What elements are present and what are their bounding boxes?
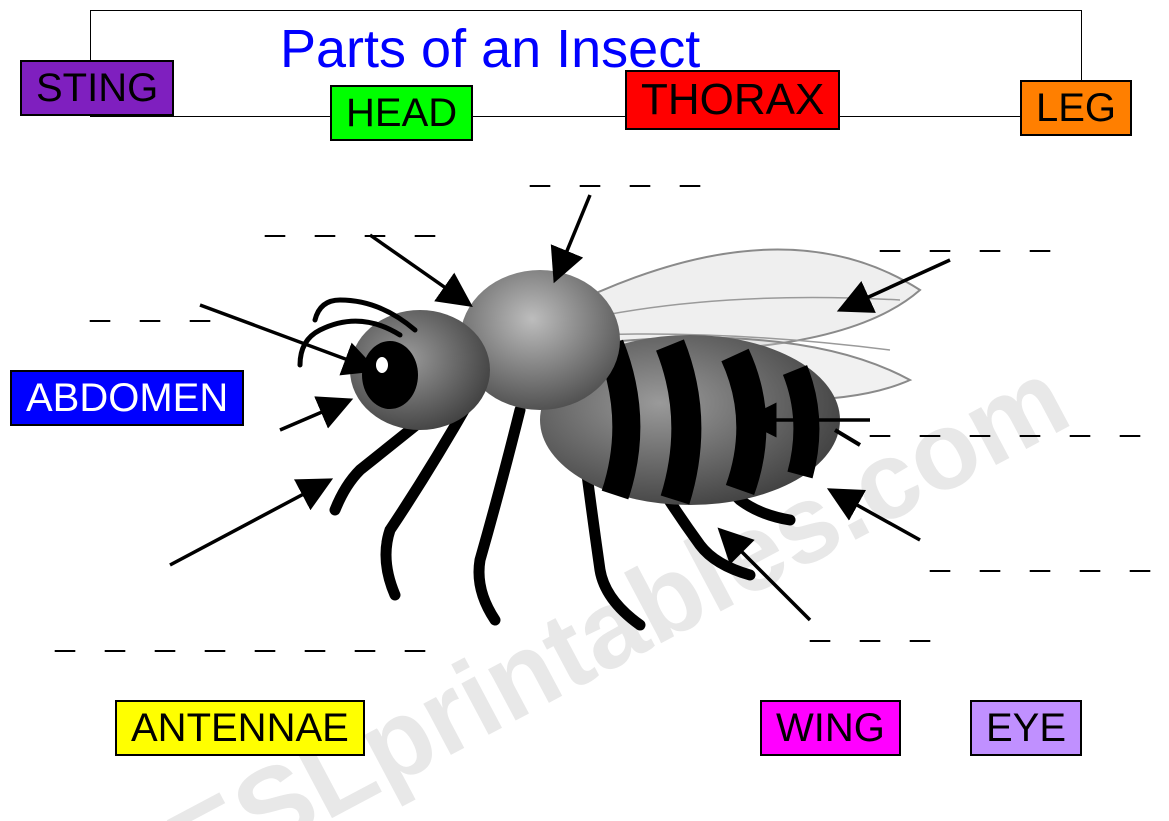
blank-wing[interactable]: _ _ _ _ bbox=[880, 210, 1060, 257]
thorax-shape bbox=[460, 270, 620, 410]
abdomen-group bbox=[540, 335, 860, 505]
tag-head[interactable]: HEAD bbox=[330, 85, 473, 141]
blank-head[interactable]: _ _ _ _ bbox=[265, 195, 445, 242]
wings-group bbox=[560, 250, 920, 401]
tag-antennae[interactable]: ANTENNAE bbox=[115, 700, 365, 756]
blank-sting[interactable]: _ _ _ _ _ bbox=[930, 530, 1160, 577]
tag-abdomen[interactable]: ABDOMEN bbox=[10, 370, 244, 426]
legs-group bbox=[335, 390, 790, 625]
tag-wing[interactable]: WING bbox=[760, 700, 901, 756]
blank-leg[interactable]: _ _ _ bbox=[810, 600, 940, 647]
blank-abdomen[interactable]: _ _ _ _ _ _ _ bbox=[870, 395, 1169, 442]
tag-thorax[interactable]: THORAX bbox=[625, 70, 840, 130]
head-group bbox=[350, 310, 490, 430]
worksheet-canvas: Parts of an Insect ESLprintables.com bbox=[0, 0, 1169, 821]
blank-antennae[interactable]: _ _ _ _ _ _ _ _ bbox=[55, 610, 435, 657]
tag-leg[interactable]: LEG bbox=[1020, 80, 1132, 136]
tag-eye[interactable]: EYE bbox=[970, 700, 1082, 756]
blank-thorax[interactable]: _ _ _ _ bbox=[530, 145, 710, 192]
blank-eye[interactable]: _ _ _ bbox=[90, 280, 220, 327]
antennae-group bbox=[300, 300, 415, 365]
tag-sting[interactable]: STING bbox=[20, 60, 174, 116]
